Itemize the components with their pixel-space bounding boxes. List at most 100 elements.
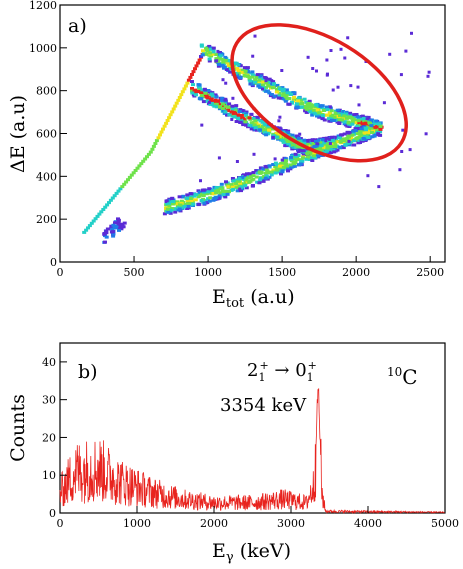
heatmap-pixel: [230, 177, 235, 180]
heatmap-pixel: [181, 194, 186, 198]
heatmap-pixel: [186, 78, 191, 82]
heatmap-pixel: [197, 190, 202, 194]
heatmap-pixel: [263, 176, 268, 180]
panel-a-ylabel: ΔE (a.u): [7, 95, 29, 173]
heatmap-pixel: [325, 108, 330, 112]
heatmap-pixel: [243, 69, 248, 73]
heatmap-pixel: [328, 147, 333, 151]
heatmap-pixel: [332, 150, 337, 154]
heatmap-pixel: [399, 73, 403, 77]
heatmap-pixel: [203, 91, 208, 95]
heatmap-pixel: [325, 151, 330, 155]
heatmap-pixel: [280, 89, 285, 93]
heatmap-pixel: [202, 95, 207, 99]
heatmap-pixel: [335, 145, 340, 149]
heatmap-pixel: [315, 142, 320, 146]
heatmap-pixel: [150, 147, 155, 151]
heatmap-pixel: [274, 131, 279, 135]
x-tick-label: 2500: [416, 266, 444, 279]
heatmap-pixel: [331, 148, 336, 152]
heatmap-pixel: [256, 124, 261, 128]
heatmap-pixel: [288, 163, 293, 167]
heatmap-pixel: [302, 97, 307, 101]
heatmap-pixel: [159, 130, 164, 134]
y-tick-label: 0: [49, 507, 56, 520]
heatmap-pixel: [301, 156, 305, 160]
heatmap-pixel: [205, 99, 210, 103]
heatmap-pixel: [197, 87, 202, 91]
heatmap-pixel: [337, 114, 342, 117]
heatmap-pixel: [243, 178, 247, 182]
heatmap-pixel: [325, 146, 330, 150]
heatmap-pixel: [245, 66, 250, 70]
heatmap-pixel: [243, 173, 247, 177]
heatmap-pixel: [223, 98, 228, 102]
heatmap-pixel: [256, 80, 261, 84]
heatmap-pixel: [243, 120, 248, 124]
heatmap-pixel: [242, 66, 247, 70]
heatmap-pixel: [228, 70, 233, 74]
heatmap-pixel: [310, 139, 315, 142]
heatmap-pixel: [223, 189, 227, 193]
heatmap-pixel: [325, 73, 329, 77]
heatmap-pixel: [275, 83, 280, 87]
heatmap-pixel: [257, 170, 262, 174]
y-tick-label: 200: [36, 213, 57, 226]
heatmap-pixel: [107, 201, 111, 205]
heatmap-pixel: [146, 152, 151, 156]
heatmap-pixel: [290, 133, 295, 137]
heatmap-pixel: [189, 192, 194, 196]
heatmap-pixel: [164, 199, 169, 203]
heatmap-pixel: [252, 80, 257, 84]
x-tick-label: 2000: [200, 517, 228, 530]
heatmap-pixel: [174, 101, 179, 105]
heatmap-pixel: [193, 67, 197, 71]
heatmap-pixel: [372, 123, 377, 127]
heatmap-pixel: [324, 136, 329, 140]
heatmap-pixel: [194, 193, 199, 197]
heatmap-pixel: [309, 103, 314, 107]
heatmap-pixel: [363, 123, 368, 127]
heatmap-pixel: [240, 116, 245, 120]
heatmap-pixel: [203, 89, 208, 93]
heatmap-pixel: [165, 119, 170, 122]
panel-b-ticks: 0 1000 2000 3000 4000 5000 0 10 20 30 40: [42, 356, 459, 530]
heatmap-pixel: [340, 139, 345, 142]
heatmap-pixel: [344, 110, 349, 114]
heatmap-pixel: [400, 150, 404, 153]
heatmap-pixel: [199, 179, 202, 183]
heatmap-pixel: [342, 120, 347, 124]
heatmap-pixel: [341, 137, 346, 141]
heatmap-pixel: [288, 144, 293, 148]
heatmap-pixel: [188, 75, 193, 79]
heatmap-pixel: [325, 113, 330, 117]
heatmap-pixel: [261, 80, 266, 84]
heatmap-pixel: [190, 91, 195, 95]
heatmap-pixel: [325, 58, 329, 62]
heatmap-pixel: [359, 127, 364, 131]
heatmap-pixel: [251, 54, 255, 58]
heatmap-pixel: [214, 105, 219, 109]
heatmap-pixel: [328, 151, 333, 155]
heatmap-pixel: [286, 169, 290, 173]
heatmap-pixel: [280, 169, 285, 173]
heatmap-pixel: [361, 137, 366, 140]
heatmap-pixel: [268, 84, 273, 88]
heatmap-pixel: [199, 91, 204, 95]
heatmap-pixel: [179, 199, 184, 203]
heatmap-pixel: [317, 147, 322, 151]
heatmap-pixel: [339, 47, 343, 51]
heatmap-pixel: [330, 118, 334, 122]
heatmap-pixel: [216, 196, 221, 200]
heatmap-pixel: [299, 101, 304, 105]
heatmap-pixel: [332, 115, 337, 119]
heatmap-pixel: [220, 63, 225, 67]
heatmap-pixel: [153, 142, 158, 145]
heatmap-pixel: [243, 184, 248, 188]
heatmap-pixel: [291, 143, 295, 147]
heatmap-pixel: [236, 185, 241, 189]
heatmap-pixel: [313, 105, 318, 109]
heatmap-pixel: [267, 164, 272, 168]
heatmap-pixel: [233, 106, 238, 110]
x-tick-label: 2000: [342, 266, 370, 279]
